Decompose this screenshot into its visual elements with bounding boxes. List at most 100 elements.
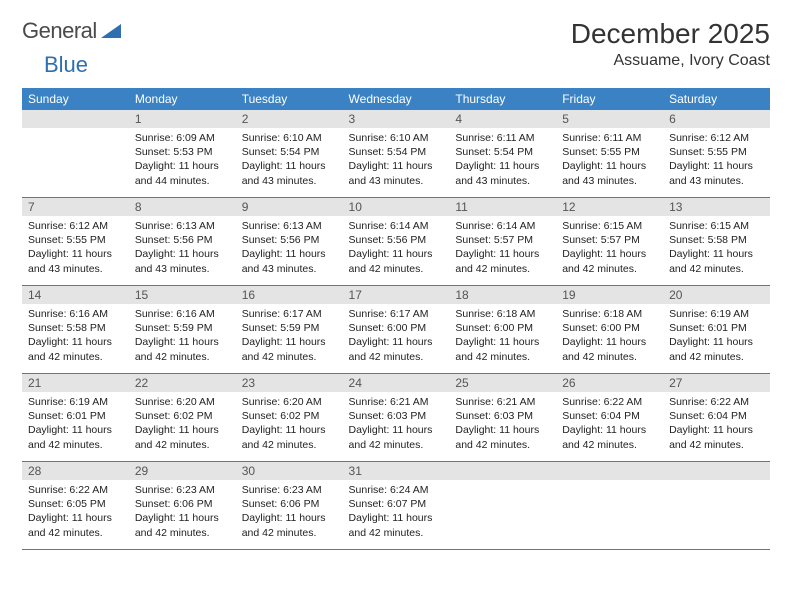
sunrise-text: Sunrise: 6:11 AM <box>455 131 550 145</box>
daylight-text: Daylight: 11 hours and 42 minutes. <box>455 335 550 363</box>
day-number: 12 <box>556 198 663 216</box>
sunrise-text: Sunrise: 6:14 AM <box>455 219 550 233</box>
sunrise-text: Sunrise: 6:15 AM <box>562 219 657 233</box>
sunset-text: Sunset: 5:57 PM <box>562 233 657 247</box>
daylight-text: Daylight: 11 hours and 42 minutes. <box>242 335 337 363</box>
sunrise-text: Sunrise: 6:22 AM <box>28 483 123 497</box>
day-number: 24 <box>343 374 450 392</box>
day-details: Sunrise: 6:12 AMSunset: 5:55 PMDaylight:… <box>22 216 129 276</box>
dayhead-fri: Friday <box>556 88 663 110</box>
day-number: 1 <box>129 110 236 128</box>
day-number: 26 <box>556 374 663 392</box>
sunrise-text: Sunrise: 6:12 AM <box>669 131 764 145</box>
day-number: 18 <box>449 286 556 304</box>
daylight-text: Daylight: 11 hours and 42 minutes. <box>455 423 550 451</box>
location: Assuame, Ivory Coast <box>571 52 770 70</box>
day-details: Sunrise: 6:10 AMSunset: 5:54 PMDaylight:… <box>236 128 343 188</box>
day-cell: 17Sunrise: 6:17 AMSunset: 6:00 PMDayligh… <box>343 286 450 374</box>
week-row: 21Sunrise: 6:19 AMSunset: 6:01 PMDayligh… <box>22 374 770 462</box>
day-details: Sunrise: 6:22 AMSunset: 6:04 PMDaylight:… <box>556 392 663 452</box>
day-cell: 31Sunrise: 6:24 AMSunset: 6:07 PMDayligh… <box>343 462 450 550</box>
sunrise-text: Sunrise: 6:23 AM <box>242 483 337 497</box>
sunrise-text: Sunrise: 6:21 AM <box>455 395 550 409</box>
daylight-text: Daylight: 11 hours and 42 minutes. <box>28 511 123 539</box>
sunrise-text: Sunrise: 6:18 AM <box>455 307 550 321</box>
daylight-text: Daylight: 11 hours and 43 minutes. <box>349 159 444 187</box>
sunset-text: Sunset: 6:06 PM <box>242 497 337 511</box>
daylight-text: Daylight: 11 hours and 43 minutes. <box>669 159 764 187</box>
sunrise-text: Sunrise: 6:23 AM <box>135 483 230 497</box>
day-details: Sunrise: 6:16 AMSunset: 5:59 PMDaylight:… <box>129 304 236 364</box>
day-details: Sunrise: 6:11 AMSunset: 5:54 PMDaylight:… <box>449 128 556 188</box>
day-number: 17 <box>343 286 450 304</box>
sunrise-text: Sunrise: 6:19 AM <box>669 307 764 321</box>
sunrise-text: Sunrise: 6:13 AM <box>242 219 337 233</box>
day-number: 25 <box>449 374 556 392</box>
dayhead-thu: Thursday <box>449 88 556 110</box>
sunset-text: Sunset: 6:02 PM <box>242 409 337 423</box>
sunset-text: Sunset: 5:55 PM <box>669 145 764 159</box>
week-row: 28Sunrise: 6:22 AMSunset: 6:05 PMDayligh… <box>22 462 770 550</box>
day-details: Sunrise: 6:23 AMSunset: 6:06 PMDaylight:… <box>129 480 236 540</box>
daylight-text: Daylight: 11 hours and 42 minutes. <box>349 511 444 539</box>
day-cell: 4Sunrise: 6:11 AMSunset: 5:54 PMDaylight… <box>449 110 556 198</box>
dayhead-tue: Tuesday <box>236 88 343 110</box>
dayhead-sat: Saturday <box>663 88 770 110</box>
sunset-text: Sunset: 6:00 PM <box>562 321 657 335</box>
day-cell: 11Sunrise: 6:14 AMSunset: 5:57 PMDayligh… <box>449 198 556 286</box>
daylight-text: Daylight: 11 hours and 43 minutes. <box>562 159 657 187</box>
day-details: Sunrise: 6:18 AMSunset: 6:00 PMDaylight:… <box>449 304 556 364</box>
sunrise-text: Sunrise: 6:18 AM <box>562 307 657 321</box>
sunrise-text: Sunrise: 6:13 AM <box>135 219 230 233</box>
sunset-text: Sunset: 6:03 PM <box>455 409 550 423</box>
day-cell: 27Sunrise: 6:22 AMSunset: 6:04 PMDayligh… <box>663 374 770 462</box>
daylight-text: Daylight: 11 hours and 42 minutes. <box>455 247 550 275</box>
day-number <box>663 462 770 480</box>
day-cell <box>22 110 129 198</box>
day-number: 10 <box>343 198 450 216</box>
sunrise-text: Sunrise: 6:22 AM <box>562 395 657 409</box>
day-cell: 25 Sunrise: 6:21 AMSunset: 6:03 PMDayligh… <box>449 374 556 462</box>
daylight-text: Daylight: 11 hours and 42 minutes. <box>562 423 657 451</box>
day-cell: 20Sunrise: 6:19 AMSunset: 6:01 PMDayligh… <box>663 286 770 374</box>
dayhead-sun: Sunday <box>22 88 129 110</box>
day-details: Sunrise: 6:17 AMSunset: 5:59 PMDaylight:… <box>236 304 343 364</box>
daylight-text: Daylight: 11 hours and 43 minutes. <box>28 247 123 275</box>
day-cell: 10Sunrise: 6:14 AMSunset: 5:56 PMDayligh… <box>343 198 450 286</box>
day-details: Sunrise: 6:20 AMSunset: 6:02 PMDaylight:… <box>236 392 343 452</box>
sunset-text: Sunset: 6:07 PM <box>349 497 444 511</box>
sunrise-text: Sunrise: 6:17 AM <box>349 307 444 321</box>
day-cell: 15Sunrise: 6:16 AMSunset: 5:59 PMDayligh… <box>129 286 236 374</box>
day-number: 31 <box>343 462 450 480</box>
daylight-text: Daylight: 11 hours and 42 minutes. <box>135 335 230 363</box>
calendar-body: 1Sunrise: 6:09 AMSunset: 5:53 PMDaylight… <box>22 110 770 550</box>
daylight-text: Daylight: 11 hours and 42 minutes. <box>135 511 230 539</box>
brand-text-1: General <box>22 18 97 44</box>
day-number: 16 <box>236 286 343 304</box>
day-cell: 7Sunrise: 6:12 AMSunset: 5:55 PMDaylight… <box>22 198 129 286</box>
sunset-text: Sunset: 6:01 PM <box>669 321 764 335</box>
day-details: Sunrise: 6:21 AMSunset: 6:03 PMDaylight:… <box>343 392 450 452</box>
day-number: 4 <box>449 110 556 128</box>
day-cell: 8Sunrise: 6:13 AMSunset: 5:56 PMDaylight… <box>129 198 236 286</box>
day-details: Sunrise: 6:14 AMSunset: 5:56 PMDaylight:… <box>343 216 450 276</box>
month-title: December 2025 <box>571 18 770 50</box>
day-details: Sunrise: 6:19 AMSunset: 6:01 PMDaylight:… <box>663 304 770 364</box>
day-details: Sunrise: 6:15 AMSunset: 5:58 PMDaylight:… <box>663 216 770 276</box>
daylight-text: Daylight: 11 hours and 42 minutes. <box>562 335 657 363</box>
day-number: 15 <box>129 286 236 304</box>
sunset-text: Sunset: 5:54 PM <box>455 145 550 159</box>
day-number <box>556 462 663 480</box>
day-number: 19 <box>556 286 663 304</box>
day-number: 9 <box>236 198 343 216</box>
day-number: 6 <box>663 110 770 128</box>
day-details: Sunrise: 6:23 AMSunset: 6:06 PMDaylight:… <box>236 480 343 540</box>
day-cell: 3Sunrise: 6:10 AMSunset: 5:54 PMDaylight… <box>343 110 450 198</box>
sunset-text: Sunset: 5:56 PM <box>135 233 230 247</box>
brand-triangle-icon <box>101 18 121 44</box>
sunrise-text: Sunrise: 6:11 AM <box>562 131 657 145</box>
day-cell: 12Sunrise: 6:15 AMSunset: 5:57 PMDayligh… <box>556 198 663 286</box>
day-number: 22 <box>129 374 236 392</box>
day-cell: 9Sunrise: 6:13 AMSunset: 5:56 PMDaylight… <box>236 198 343 286</box>
day-cell <box>663 462 770 550</box>
